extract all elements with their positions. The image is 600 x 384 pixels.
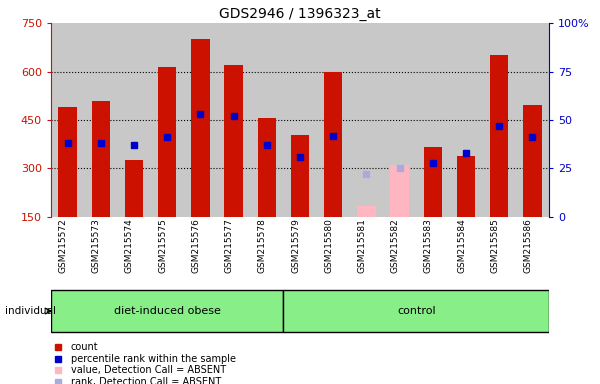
Text: GSM215572: GSM215572 bbox=[59, 218, 68, 273]
Bar bbox=[158, 67, 176, 217]
Bar bbox=[257, 118, 276, 217]
FancyBboxPatch shape bbox=[283, 290, 549, 332]
Text: GSM215581: GSM215581 bbox=[358, 218, 367, 273]
Bar bbox=[217, 23, 250, 217]
Text: GSM215585: GSM215585 bbox=[490, 218, 499, 273]
Text: individual: individual bbox=[5, 306, 56, 316]
Text: rank, Detection Call = ABSENT: rank, Detection Call = ABSENT bbox=[71, 377, 221, 384]
Text: GSM215578: GSM215578 bbox=[258, 218, 267, 273]
Bar bbox=[125, 161, 143, 217]
Bar bbox=[84, 23, 118, 217]
Text: GSM215586: GSM215586 bbox=[523, 218, 532, 273]
Bar bbox=[424, 147, 442, 217]
Bar bbox=[482, 23, 516, 217]
Bar bbox=[457, 156, 475, 217]
Bar bbox=[490, 55, 508, 217]
Text: control: control bbox=[397, 306, 436, 316]
Bar bbox=[250, 23, 283, 217]
Bar bbox=[317, 23, 350, 217]
Text: GSM215577: GSM215577 bbox=[224, 218, 233, 273]
Bar bbox=[324, 71, 343, 217]
Bar bbox=[449, 23, 482, 217]
Bar bbox=[118, 23, 151, 217]
Text: GSM215573: GSM215573 bbox=[92, 218, 101, 273]
Text: GSM215580: GSM215580 bbox=[324, 218, 333, 273]
Text: GSM215579: GSM215579 bbox=[291, 218, 300, 273]
Text: GSM215576: GSM215576 bbox=[191, 218, 200, 273]
Bar bbox=[283, 23, 317, 217]
Bar bbox=[58, 107, 77, 217]
Bar bbox=[92, 101, 110, 217]
Bar bbox=[383, 23, 416, 217]
Bar bbox=[523, 106, 542, 217]
Bar bbox=[224, 65, 243, 217]
Bar bbox=[191, 39, 209, 217]
Text: diet-induced obese: diet-induced obese bbox=[114, 306, 221, 316]
Text: GSM215574: GSM215574 bbox=[125, 218, 134, 273]
Bar bbox=[416, 23, 449, 217]
Bar bbox=[357, 206, 376, 217]
Text: GSM215575: GSM215575 bbox=[158, 218, 167, 273]
Bar bbox=[516, 23, 549, 217]
Bar bbox=[151, 23, 184, 217]
Bar bbox=[391, 165, 409, 217]
Text: GSM215582: GSM215582 bbox=[391, 218, 400, 273]
Text: count: count bbox=[71, 342, 98, 352]
Bar bbox=[291, 134, 309, 217]
Bar bbox=[51, 23, 84, 217]
Text: GSM215584: GSM215584 bbox=[457, 218, 466, 273]
Text: value, Detection Call = ABSENT: value, Detection Call = ABSENT bbox=[71, 365, 226, 375]
Title: GDS2946 / 1396323_at: GDS2946 / 1396323_at bbox=[219, 7, 381, 21]
FancyBboxPatch shape bbox=[51, 290, 283, 332]
Bar bbox=[350, 23, 383, 217]
Text: GSM215583: GSM215583 bbox=[424, 218, 433, 273]
Text: percentile rank within the sample: percentile rank within the sample bbox=[71, 354, 236, 364]
Bar bbox=[184, 23, 217, 217]
